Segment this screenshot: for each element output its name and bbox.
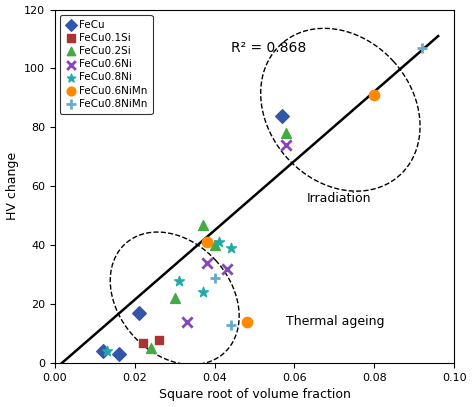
FeCu0.6Ni xyxy=(283,142,290,149)
FeCu0.8Ni xyxy=(199,289,206,296)
Legend: FeCu, FeCu0.1Si, FeCu0.2Si, FeCu0.6Ni, FeCu0.8Ni, FeCu0.6NiMn, FeCu0.8NiMn: FeCu, FeCu0.1Si, FeCu0.2Si, FeCu0.6Ni, F… xyxy=(60,15,152,114)
FeCu0.2Si xyxy=(199,221,206,228)
Y-axis label: HV change: HV change xyxy=(6,152,18,221)
FeCu0.8Ni xyxy=(103,348,110,354)
FeCu xyxy=(115,351,123,358)
FeCu0.2Si xyxy=(171,295,178,302)
FeCu0.2Si xyxy=(147,345,154,352)
FeCu0.6NiMn xyxy=(203,239,211,245)
FeCu0.8NiMn xyxy=(418,45,426,51)
FeCu0.6Ni xyxy=(203,260,211,266)
Text: Thermal ageing: Thermal ageing xyxy=(287,315,385,328)
FeCu0.8Ni xyxy=(215,239,222,245)
FeCu xyxy=(99,348,107,354)
FeCu0.2Si xyxy=(211,242,219,249)
FeCu0.8NiMn xyxy=(211,274,219,281)
FeCu0.6NiMn xyxy=(371,92,378,98)
FeCu0.8Ni xyxy=(227,245,235,252)
FeCu0.8NiMn xyxy=(227,322,235,328)
Text: R² = 0.868: R² = 0.868 xyxy=(231,41,306,55)
FeCu0.1Si xyxy=(139,339,146,346)
FeCu0.8Ni xyxy=(175,278,183,284)
X-axis label: Square root of volume fraction: Square root of volume fraction xyxy=(159,388,351,401)
FeCu0.6Ni xyxy=(183,319,191,325)
FeCu0.1Si xyxy=(155,336,162,343)
FeCu0.6NiMn xyxy=(243,319,250,325)
FeCu xyxy=(135,310,143,316)
Text: Irradiation: Irradiation xyxy=(306,192,371,205)
FeCu0.2Si xyxy=(283,130,290,137)
FeCu0.6Ni xyxy=(223,266,230,272)
FeCu xyxy=(278,112,286,119)
